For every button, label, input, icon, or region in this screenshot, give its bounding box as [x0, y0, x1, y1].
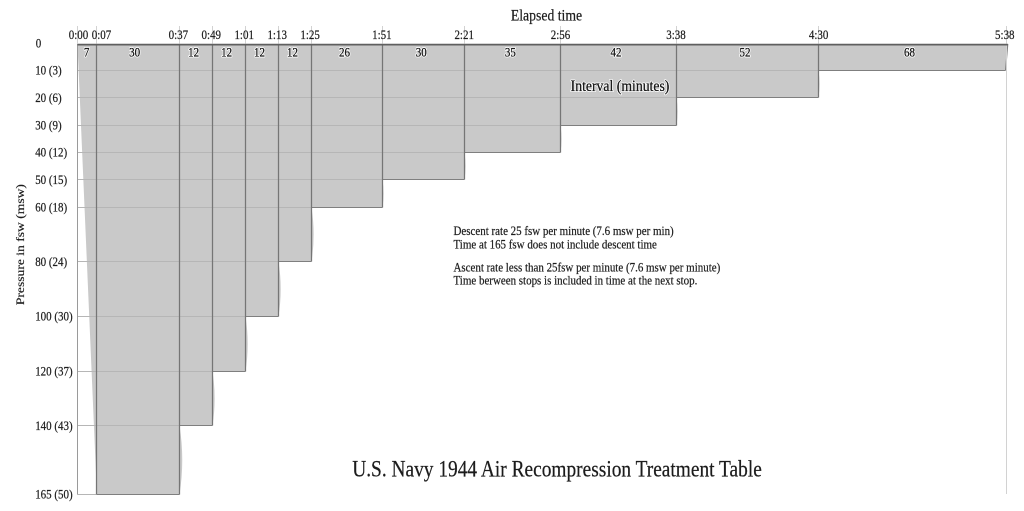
svg-text:100 (30): 100 (30): [35, 309, 72, 324]
svg-text:12: 12: [221, 44, 232, 59]
svg-text:2:21: 2:21: [454, 27, 473, 42]
svg-text:0:00: 0:00: [69, 27, 88, 42]
svg-text:42: 42: [611, 44, 622, 59]
svg-text:30: 30: [416, 44, 427, 59]
svg-text:5:38: 5:38: [995, 27, 1014, 42]
svg-text:U.S. Navy 1944 Air Recompressi: U.S. Navy 1944 Air Recompression Treatme…: [352, 456, 762, 482]
svg-text:30: 30: [129, 44, 140, 59]
svg-text:12: 12: [188, 44, 199, 59]
svg-text:80 (24): 80 (24): [35, 254, 67, 269]
svg-text:0: 0: [36, 36, 41, 51]
svg-text:20 (6): 20 (6): [35, 90, 61, 105]
svg-text:1:13: 1:13: [267, 27, 286, 42]
svg-text:52: 52: [740, 44, 751, 59]
svg-text:Ascent rate less than 25fsw pe: Ascent rate less than 25fsw per minute (…: [454, 259, 721, 274]
svg-text:26: 26: [339, 44, 350, 59]
svg-text:Interval (minutes): Interval (minutes): [571, 78, 670, 95]
svg-text:42: 42: [611, 44, 622, 59]
svg-text:12: 12: [287, 44, 298, 59]
svg-text:7: 7: [84, 44, 89, 59]
svg-text:12: 12: [254, 44, 265, 59]
svg-text:60 (18): 60 (18): [35, 200, 67, 215]
svg-text:12: 12: [254, 44, 265, 59]
svg-text:30: 30: [129, 44, 140, 59]
svg-text:Interval (minutes): Interval (minutes): [571, 78, 670, 95]
svg-text:1:25: 1:25: [300, 27, 319, 42]
svg-text:Pressure in fsw (msw): Pressure in fsw (msw): [14, 184, 27, 305]
svg-text:2:56: 2:56: [551, 27, 570, 42]
svg-text:52: 52: [740, 44, 751, 59]
svg-text:3:38: 3:38: [666, 27, 685, 42]
svg-text:30: 30: [416, 44, 427, 59]
svg-text:4:30: 4:30: [809, 27, 828, 42]
svg-text:40 (12): 40 (12): [35, 145, 67, 160]
svg-text:68: 68: [904, 44, 915, 59]
svg-text:35: 35: [505, 44, 516, 59]
svg-text:140 (43): 140 (43): [35, 418, 72, 433]
svg-text:26: 26: [339, 44, 350, 59]
svg-text:1:51: 1:51: [372, 27, 391, 42]
svg-text:Time berween stops is included: Time berween stops is included in time a…: [454, 273, 698, 288]
svg-text:1:01: 1:01: [234, 27, 253, 42]
svg-text:30 (9): 30 (9): [35, 118, 61, 133]
svg-text:0:07: 0:07: [92, 27, 111, 42]
svg-text:12: 12: [188, 44, 199, 59]
svg-text:0:49: 0:49: [202, 27, 221, 42]
svg-text:Descent rate 25 fsw per minute: Descent rate 25 fsw per minute (7.6 msw …: [454, 223, 674, 238]
svg-text:Elapsed time: Elapsed time: [511, 8, 583, 25]
svg-text:35: 35: [505, 44, 516, 59]
svg-text:0:37: 0:37: [169, 27, 188, 42]
svg-text:10 (3): 10 (3): [35, 63, 61, 78]
svg-text:12: 12: [287, 44, 298, 59]
svg-text:120 (37): 120 (37): [35, 364, 72, 379]
svg-text:Time at 165 fsw does not inclu: Time at 165 fsw does not include descent…: [454, 237, 657, 252]
svg-text:68: 68: [904, 44, 915, 59]
svg-text:12: 12: [221, 44, 232, 59]
svg-text:50 (15): 50 (15): [35, 172, 67, 187]
svg-text:165 (50): 165 (50): [35, 487, 72, 502]
svg-text:7: 7: [84, 44, 89, 59]
